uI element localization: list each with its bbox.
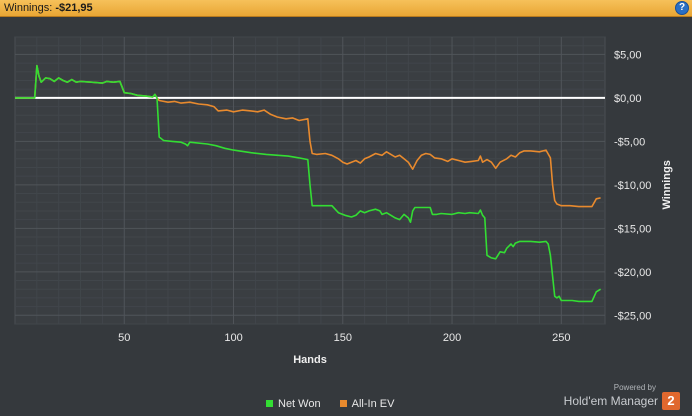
winnings-summary: Winnings: -$21,95 <box>4 1 93 15</box>
chart-legend: Net Won All-In EV <box>266 398 410 410</box>
y-tick-label: -$15,00 <box>614 223 651 235</box>
legend-label-net-won: Net Won <box>278 398 321 410</box>
legend-item-all-in-ev[interactable]: All-In EV <box>339 398 395 410</box>
y-tick-label: -$10,00 <box>614 180 651 192</box>
series-line-net-won <box>15 64 602 303</box>
legend-item-net-won[interactable]: Net Won <box>266 398 321 410</box>
legend-swatch-net-won <box>266 400 273 407</box>
x-tick-label: 150 <box>334 332 352 344</box>
x-tick-label: 100 <box>224 332 242 344</box>
y-tick-label: -$25,00 <box>614 310 651 322</box>
powered-by-text: Powered by <box>613 383 656 392</box>
legend-label-all-in-ev: All-In EV <box>351 398 395 410</box>
title-bar: Winnings: -$21,95 ? <box>0 0 692 17</box>
x-tick-label: 50 <box>118 332 130 344</box>
y-tick-label: $0,00 <box>614 93 642 105</box>
x-tick-label: 200 <box>443 332 461 344</box>
y-tick-label: $5,00 <box>614 49 642 61</box>
winnings-chart: $5,00 $0,00 -$5,00 -$10,00 -$15,00 -$20,00 -$2… <box>14 36 673 366</box>
winnings-value: -$21,95 <box>55 2 93 14</box>
legend-swatch-all-in-ev <box>339 400 347 407</box>
winnings-label: Winnings: <box>4 2 53 14</box>
product-name: Hold'em Manager <box>563 394 658 408</box>
product-logo-icon: 2 <box>662 392 680 410</box>
y-tick-label: -$5,00 <box>614 136 645 148</box>
x-axis-title: Hands <box>293 354 327 366</box>
branding: Powered by Hold'em Manager 2 <box>564 383 680 410</box>
help-icon[interactable]: ? <box>675 1 689 15</box>
y-tick-label: -$20,00 <box>614 267 651 279</box>
y-axis-title: Winnings <box>661 160 673 209</box>
x-tick-label: 250 <box>552 332 570 344</box>
